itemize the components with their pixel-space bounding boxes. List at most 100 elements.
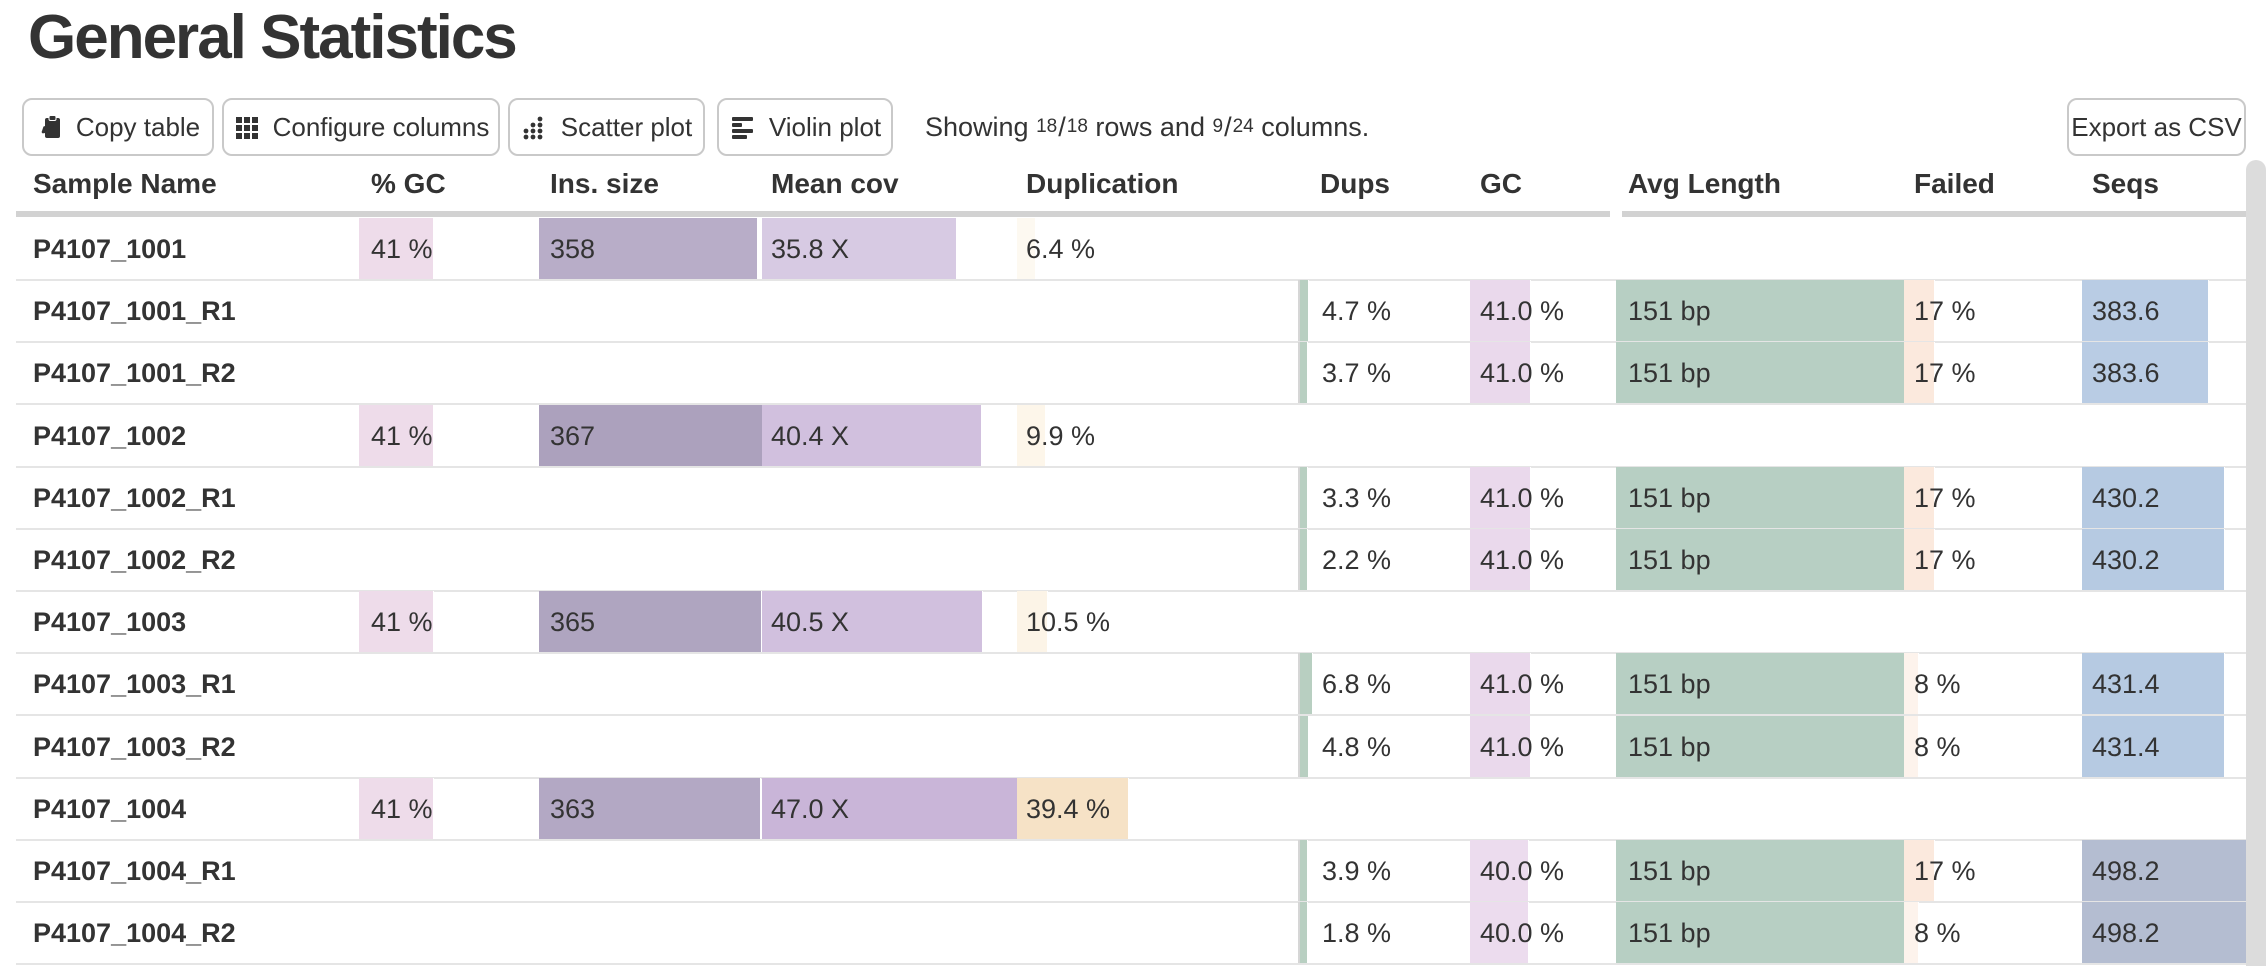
gc-cell: 41.0 % <box>1470 467 1616 529</box>
column-header-gc_pct[interactable]: % GC <box>371 168 446 199</box>
dups-value: 1.8 % <box>1322 918 1392 948</box>
failed-cell: 17 % <box>1904 840 2082 902</box>
avg_length-cell: 151 bp <box>1616 840 1904 902</box>
dups-bar <box>1300 653 1313 715</box>
dups-value: 3.9 % <box>1322 856 1392 886</box>
row-separator <box>16 652 2246 654</box>
seqs-value: 431.4 <box>2092 732 2160 762</box>
vertical-scrollbar[interactable] <box>2246 160 2266 966</box>
mean_cov-value: 40.4 X <box>771 421 850 451</box>
row-separator <box>16 901 2246 903</box>
gc_pct-value: 41 % <box>371 234 433 264</box>
avg_length-bar <box>1616 529 1904 591</box>
gc-value: 41.0 % <box>1480 545 1565 575</box>
column-header-avg_length[interactable]: Avg Length <box>1628 168 1781 199</box>
dups-bar <box>1300 467 1308 529</box>
row-separator <box>16 963 2246 965</box>
table-row: P4107_1001 41 % 358 35.8 X 6.4 % <box>0 218 2266 281</box>
seqs-cell: 431.4 <box>2082 653 2246 715</box>
column-header-duplication[interactable]: Duplication <box>1026 168 1179 199</box>
avg_length-bar <box>1616 840 1904 902</box>
seqs-bar <box>2082 653 2225 715</box>
dups-value: 3.3 % <box>1322 483 1392 513</box>
configure-columns-button[interactable]: Configure columns <box>222 98 500 156</box>
table-row: P4107_1002 41 % 367 40.4 X 9.9 % <box>0 405 2266 468</box>
avg_length-bar <box>1616 653 1904 715</box>
gc-cell: 40.0 % <box>1470 840 1616 902</box>
row-separator <box>16 839 2246 841</box>
seqs-bar <box>2082 467 2225 529</box>
failed-value: 17 % <box>1914 545 1976 575</box>
failed-bar <box>1904 467 1935 529</box>
table-row: P4107_1002_R1 3.3 % 41.0 % 151 bp 17 % 430.2 <box>0 467 2266 530</box>
dups-cell: 1.8 % <box>1298 902 1470 964</box>
gc-value: 41.0 % <box>1480 296 1565 326</box>
seqs-value: 430.2 <box>2092 483 2160 513</box>
duplication-cell: 9.9 % <box>1017 405 1298 467</box>
failed-cell: 17 % <box>1904 342 2082 404</box>
scatter-plot-label: Scatter plot <box>560 111 693 142</box>
failed-value: 8 % <box>1914 669 1961 699</box>
avg_length-cell: 151 bp <box>1616 280 1904 342</box>
ins_size-cell: 358 <box>539 218 762 280</box>
failed-cell: 17 % <box>1904 529 2082 591</box>
column-header-ins_size[interactable]: Ins. size <box>550 168 659 199</box>
mean_cov-value: 47.0 X <box>771 794 850 824</box>
table-row: P4107_1004_R2 1.8 % 40.0 % 151 bp 8 % 498.2 <box>0 902 2266 965</box>
gc-bar <box>1470 716 1531 778</box>
violin-plot-button[interactable]: Violin plot <box>717 98 893 156</box>
page-title: General Statistics <box>28 3 518 72</box>
table-row: P4107_1001_R2 3.7 % 41.0 % 151 bp 17 % 383.6 <box>0 342 2266 405</box>
seqs-bar <box>2082 529 2225 591</box>
ins_size-value: 367 <box>550 421 596 451</box>
gc_pct-value: 41 % <box>371 794 433 824</box>
column-header-dups[interactable]: Dups <box>1320 168 1390 199</box>
ins_size-bar <box>539 778 761 840</box>
seqs-cell: 498.2 <box>2082 840 2246 902</box>
ins_size-value: 365 <box>550 607 596 637</box>
gc_pct-cell: 41 % <box>359 591 539 653</box>
export-csv-label: Export as CSV <box>2071 111 2242 142</box>
gc-cell: 41.0 % <box>1470 653 1616 715</box>
gc_pct-bar <box>359 778 434 840</box>
avg_length-bar <box>1616 716 1904 778</box>
copy-table-button[interactable]: Copy table <box>22 98 214 156</box>
row-separator <box>16 341 2246 343</box>
dups-bar <box>1300 280 1309 342</box>
failed-bar <box>1904 840 1935 902</box>
duplication-bar <box>1017 591 1048 653</box>
gc-bar <box>1470 840 1529 902</box>
gc_pct-bar <box>359 218 434 280</box>
row-separator <box>16 466 2246 468</box>
gc-value: 41.0 % <box>1480 358 1565 388</box>
scatter-plot-button[interactable]: Scatter plot <box>508 98 705 156</box>
gc_pct-bar <box>359 591 434 653</box>
column-header-failed[interactable]: Failed <box>1914 168 1995 199</box>
avg_length-value: 151 bp <box>1628 483 1711 513</box>
avg_length-cell: 151 bp <box>1616 716 1904 778</box>
ins_size-value: 363 <box>550 794 596 824</box>
column-header-gc[interactable]: GC <box>1480 168 1522 199</box>
dups-value: 3.7 % <box>1322 358 1392 388</box>
gc-value: 41.0 % <box>1480 732 1565 762</box>
dups-cell: 6.8 % <box>1298 653 1470 715</box>
gc-cell: 41.0 % <box>1470 716 1616 778</box>
avg_length-cell: 151 bp <box>1616 653 1904 715</box>
showing-summary: Showing 18/18 rows and 9/24 columns. <box>925 111 1370 142</box>
gc-value: 40.0 % <box>1480 856 1565 886</box>
ins_size-bar <box>539 218 758 280</box>
column-header-mean_cov[interactable]: Mean cov <box>771 168 899 199</box>
row-separator <box>16 528 2246 530</box>
export-csv-button[interactable]: Export as CSV <box>2067 98 2246 156</box>
gc_pct-cell: 41 % <box>359 218 539 280</box>
sample-name-cell: P4107_1004_R2 <box>33 918 236 948</box>
failed-value: 17 % <box>1914 296 1976 326</box>
avg_length-bar <box>1616 467 1904 529</box>
column-header-seqs[interactable]: Seqs <box>2092 168 2159 199</box>
row-separator <box>16 714 2246 716</box>
dups-value: 4.7 % <box>1322 296 1392 326</box>
column-header-sample[interactable]: Sample Name <box>33 168 217 199</box>
gc-bar <box>1470 529 1531 591</box>
mean_cov-cell: 35.8 X <box>762 218 1017 280</box>
sample-name-cell: P4107_1001_R1 <box>33 296 236 326</box>
